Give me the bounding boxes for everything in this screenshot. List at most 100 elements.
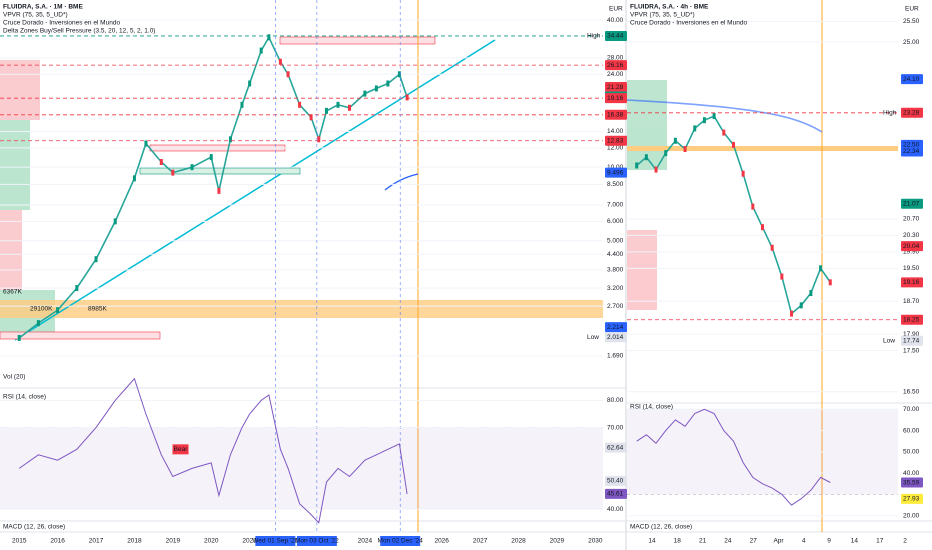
price-tag-label: 2.014 <box>607 334 624 341</box>
candle <box>673 137 677 144</box>
price-tag-label: 35.59 <box>903 479 920 486</box>
price-tag <box>901 277 923 288</box>
chart-title: FLUIDRA, S.A. · 4h · BME <box>630 4 709 11</box>
candle <box>405 94 409 101</box>
y-tick-label: 12.00 <box>607 145 624 152</box>
candle <box>761 224 764 231</box>
date-marker <box>296 536 337 546</box>
x-tick-label: 9 <box>827 538 831 545</box>
price-tag-label: 26.16 <box>607 62 624 69</box>
poc-band <box>0 300 603 318</box>
y-tick-label: 40.00 <box>607 506 624 513</box>
x-tick-label: 2029 <box>550 538 565 545</box>
price-tag <box>901 146 923 157</box>
candle <box>228 136 232 143</box>
candle <box>731 141 735 148</box>
y-tick-label: 25.50 <box>903 18 920 25</box>
candle <box>712 113 716 120</box>
y-tick-label: 8.500 <box>607 181 624 188</box>
x-tick-label: 4 <box>802 538 806 545</box>
price-tag-label: 20.04 <box>903 243 920 250</box>
supply-zone <box>0 331 161 340</box>
price-tag <box>605 109 627 120</box>
currency: EUR <box>609 6 623 13</box>
pane-title: RSI (14, close) <box>3 394 46 401</box>
y-tick-label: 10.00 <box>607 164 624 171</box>
price-tag-label: 21.28 <box>607 84 624 91</box>
price-tag <box>901 335 923 346</box>
x-tick-label: 2024 <box>358 538 373 545</box>
price-note: Low <box>587 334 599 341</box>
x-tick-label: 27 <box>750 538 758 545</box>
currency: EUR <box>905 6 919 13</box>
indicator-title: Delta Zones Buy/Sell Pressure (3.5, 20, … <box>3 28 155 35</box>
x-tick-label: 2030 <box>588 538 603 545</box>
price-tag <box>605 135 627 146</box>
candle <box>286 71 290 78</box>
candle <box>94 256 98 263</box>
candle <box>56 307 60 314</box>
price-note: High <box>883 110 897 117</box>
y-tick-label: 19.50 <box>903 265 920 272</box>
candle <box>36 320 40 327</box>
price-tag <box>605 442 627 453</box>
candle <box>751 203 755 210</box>
candle <box>348 104 352 111</box>
annotation: Bear <box>174 446 189 453</box>
y-tick-label: 25.00 <box>903 39 920 46</box>
price-tag-label: 34.44 <box>607 33 624 40</box>
y-tick-label: 19.90 <box>903 249 920 256</box>
x-tick-label: 21 <box>699 538 707 545</box>
candle <box>644 154 648 161</box>
price-tag-label: 23.28 <box>903 110 920 117</box>
candle <box>190 164 194 171</box>
poc-band <box>627 146 898 151</box>
x-tick-label: 2026 <box>434 538 449 545</box>
y-tick-label: 17.90 <box>903 331 920 338</box>
price-tag-label: 19.16 <box>903 279 920 286</box>
x-tick-label: 2018 <box>127 538 142 545</box>
price-tag-label: 17.74 <box>903 337 920 344</box>
price-tag <box>605 475 627 486</box>
x-tick-label: 2027 <box>473 538 488 545</box>
y-tick-label: 5.000 <box>607 237 624 244</box>
price-tag-label: 12.83 <box>607 137 624 144</box>
price-note: High <box>587 33 601 40</box>
x-tick-label: 2028 <box>511 538 526 545</box>
x-tick-label: 2021 <box>242 538 257 545</box>
y-tick-label: 40.00 <box>903 470 920 477</box>
y-tick-label: 16.50 <box>903 388 920 395</box>
rsi-line <box>636 408 831 506</box>
y-tick-label: 14.00 <box>607 128 624 135</box>
y-tick-label: 3.800 <box>607 267 624 274</box>
supply-zone <box>279 36 436 45</box>
y-tick-label: 20.70 <box>903 216 920 223</box>
candle <box>828 279 832 286</box>
y-tick-label: 24.00 <box>607 71 624 78</box>
x-tick-label: Apr <box>773 538 784 545</box>
indicator-title: VPVR (75, 35, 5_UD*) <box>3 12 68 19</box>
candle <box>799 302 803 309</box>
y-tick-label: 7.000 <box>607 202 624 209</box>
candle <box>397 71 401 78</box>
y-tick-label: 20.00 <box>903 512 920 519</box>
candle <box>363 90 367 97</box>
y-tick-label: 70.00 <box>607 424 624 431</box>
candle <box>298 101 302 108</box>
pane-title: MACD (12, 26, close) <box>630 524 692 531</box>
y-tick-label: 17.50 <box>903 347 920 354</box>
y-tick-label: 20.30 <box>903 232 920 239</box>
price-tag-label: 45.61 <box>607 491 624 498</box>
chart-title: FLUIDRA, S.A. · 1M · BME <box>3 4 83 11</box>
price-tag-label: 18.25 <box>903 316 920 323</box>
y-tick-label: 18.70 <box>903 298 920 305</box>
candle <box>683 146 687 153</box>
profile-label: 8985K <box>88 306 107 313</box>
price-tag-label: 21.07 <box>903 200 920 207</box>
candle <box>819 265 823 272</box>
y-tick-label: 40.00 <box>607 17 624 24</box>
x-tick-label: 14 <box>851 538 859 545</box>
candle <box>217 187 221 194</box>
